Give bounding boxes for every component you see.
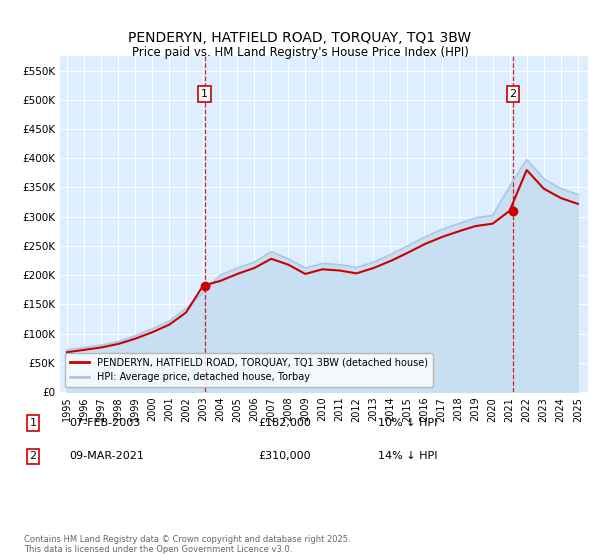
Text: 2: 2 [29, 451, 37, 461]
Text: Price paid vs. HM Land Registry's House Price Index (HPI): Price paid vs. HM Land Registry's House … [131, 46, 469, 59]
Text: 2: 2 [509, 89, 517, 99]
Text: 09-MAR-2021: 09-MAR-2021 [69, 451, 144, 461]
Text: 1: 1 [201, 89, 208, 99]
Text: £182,000: £182,000 [258, 418, 311, 428]
Legend: PENDERYN, HATFIELD ROAD, TORQUAY, TQ1 3BW (detached house), HPI: Average price, : PENDERYN, HATFIELD ROAD, TORQUAY, TQ1 3B… [65, 353, 433, 387]
Text: 10% ↓ HPI: 10% ↓ HPI [378, 418, 437, 428]
Text: £310,000: £310,000 [258, 451, 311, 461]
Text: PENDERYN, HATFIELD ROAD, TORQUAY, TQ1 3BW: PENDERYN, HATFIELD ROAD, TORQUAY, TQ1 3B… [128, 31, 472, 45]
Text: Contains HM Land Registry data © Crown copyright and database right 2025.
This d: Contains HM Land Registry data © Crown c… [24, 535, 350, 554]
Text: 14% ↓ HPI: 14% ↓ HPI [378, 451, 437, 461]
Text: 07-FEB-2003: 07-FEB-2003 [69, 418, 140, 428]
Text: 1: 1 [29, 418, 37, 428]
